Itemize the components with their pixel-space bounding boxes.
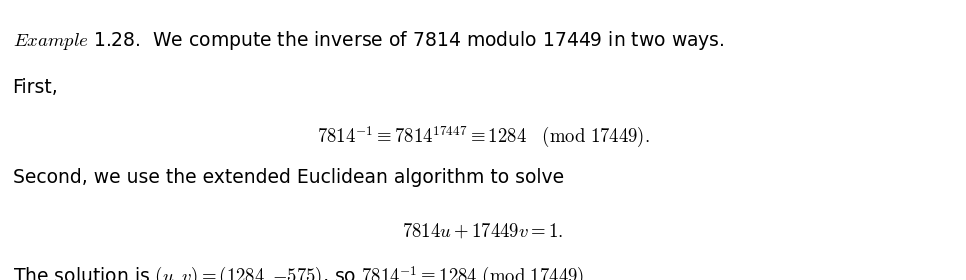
Text: Second, we use the extended Euclidean algorithm to solve: Second, we use the extended Euclidean al… [13, 168, 564, 187]
Text: The solution is $(u, v) = (1284, {-}575)$, so $7814^{-1} \equiv 1284\ (\mathrm{m: The solution is $(u, v) = (1284, {-}575)… [13, 265, 589, 280]
Text: $7814u + 17449v = 1.$: $7814u + 17449v = 1.$ [402, 221, 564, 240]
Text: $7814^{-1} \equiv 7814^{17447} \equiv 1284 \quad (\mathrm{mod}\ 17449).$: $7814^{-1} \equiv 7814^{17447} \equiv 12… [317, 125, 649, 150]
Text: $\mathit{Example}$ 1.28.  We compute the inverse of 7814 modulo 17449 in two way: $\mathit{Example}$ 1.28. We compute the … [13, 29, 724, 52]
Text: First,: First, [13, 78, 58, 97]
